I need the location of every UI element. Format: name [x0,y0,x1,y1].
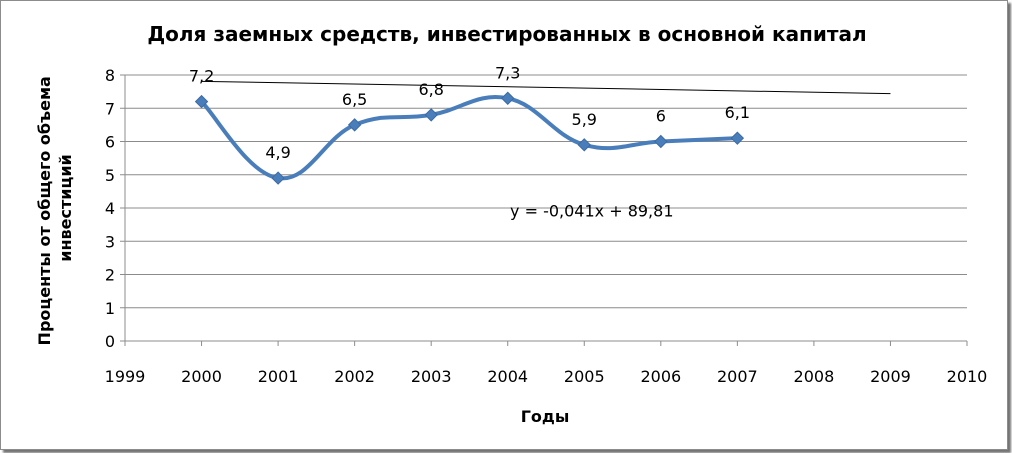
y-tick-label: 4 [105,199,115,218]
trendline [201,80,891,95]
x-tick-label: 2007 [717,367,758,386]
data-point-marker [501,91,515,105]
data-label: 5,9 [572,110,597,129]
y-tick-label: 8 [105,66,115,85]
gridlines [125,74,967,309]
data-label: 6,1 [725,103,750,122]
data-labels: 7,2 4,9 6,5 6,8 7,3 5,9 6 6,1 [189,63,750,162]
y-tick-label: 0 [105,332,115,351]
data-label: 6,5 [342,90,367,109]
data-label: 6 [656,107,666,126]
x-tick-label: 2001 [258,367,299,386]
axes [120,74,968,346]
x-tick-label: 2003 [411,367,452,386]
y-axis-title-line-1: Проценты от общего объема [35,76,54,345]
data-point-marker [347,118,362,132]
data-label: 7,3 [495,63,520,82]
data-label: 4,9 [265,143,290,162]
data-label: 7,2 [189,67,214,86]
x-tick-label: 2004 [487,367,528,386]
x-tick-label: 2000 [181,367,222,386]
y-tick-label: 2 [105,266,115,285]
data-point-marker [577,138,591,152]
x-axis-title: Годы [521,407,570,426]
y-tick-labels: 0 1 2 3 4 5 6 7 8 [105,66,115,351]
y-tick-label: 6 [105,133,115,152]
trendline-equation: y = -0,041x + 89,81 [510,201,673,220]
x-tick-label: 2010 [947,367,988,386]
x-tick-label: 2009 [870,367,911,386]
data-point-marker [424,108,438,122]
data-label: 6,8 [418,80,443,99]
x-tick-label: 2008 [794,367,835,386]
y-tick-label: 1 [105,299,115,318]
data-point-marker [271,171,285,185]
x-tick-label: 2002 [334,367,375,386]
x-tick-label: 2006 [640,367,681,386]
data-point-marker [194,94,209,109]
y-axis-title: Проценты от общего объема инвестиций [35,71,75,346]
data-point-marker [730,131,745,145]
y-tick-label: 3 [105,232,115,251]
y-tick-label: 5 [105,166,115,185]
data-point-marker [654,134,668,149]
y-axis-title-line-2: инвестиций [56,154,75,262]
x-tick-label: 2005 [564,367,605,386]
series-group [194,91,745,185]
x-tick-labels: 1999 2000 2001 2002 2003 2004 2005 2006 2007 2008… [105,367,988,386]
y-tick-label: 7 [105,99,115,118]
trendline-group: y = -0,041x + 89,81 [201,80,891,220]
x-tick-label: 1999 [105,367,146,386]
chart-title: Доля заемных средств, инвестированных в … [147,22,866,46]
